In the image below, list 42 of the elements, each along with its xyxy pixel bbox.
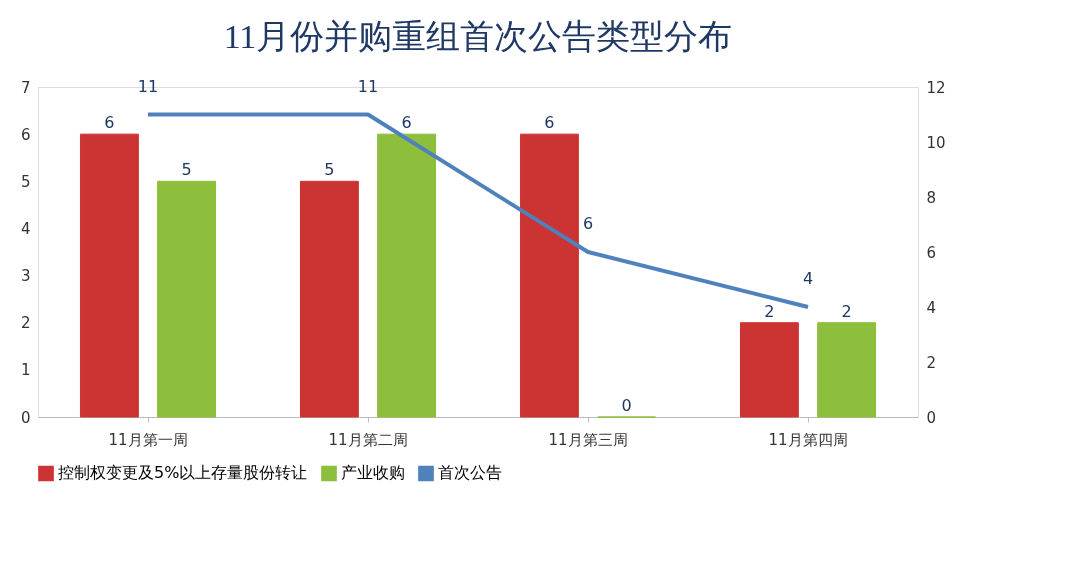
- y-tick-label: 6: [20, 125, 31, 144]
- y-tick-label: 7: [20, 78, 31, 97]
- bar: [157, 180, 217, 418]
- y-tick-label: 2: [20, 314, 31, 333]
- data-label: 6: [401, 113, 412, 133]
- y-tick-label: 4: [20, 219, 31, 238]
- data-label: 2: [764, 301, 775, 321]
- y2-tick-label: 12: [926, 78, 946, 97]
- data-label: 6: [104, 113, 115, 133]
- bar: [299, 180, 359, 418]
- y2-tick-label: 0: [926, 408, 937, 427]
- y2-tick-label: 10: [926, 133, 946, 152]
- data-label: 11: [357, 76, 379, 96]
- y-tick-label: 5: [20, 172, 31, 191]
- y-tick-label: 3: [20, 267, 31, 286]
- bar: [817, 322, 877, 418]
- x-tick-label: 11月第四周: [768, 430, 848, 449]
- y-tick-label: 0: [20, 408, 31, 427]
- data-label: 6: [582, 214, 594, 233]
- bar: [519, 133, 579, 418]
- data-label: 5: [181, 160, 192, 180]
- data-label: 0: [621, 396, 632, 415]
- y2-tick-label: 8: [926, 188, 937, 207]
- bar: [377, 133, 437, 418]
- y2-tick-label: 2: [926, 353, 937, 372]
- y-tick-label: 1: [20, 361, 31, 380]
- x-tick-label: 11月第三周: [548, 430, 628, 449]
- data-label: 11: [137, 76, 159, 96]
- data-label: 6: [544, 113, 555, 133]
- bar: [739, 322, 799, 418]
- x-tick-label: 11月第二周: [328, 430, 408, 449]
- y2-tick-label: 4: [926, 298, 937, 317]
- data-label: 5: [324, 160, 335, 180]
- bar: [79, 133, 139, 418]
- legend-label: 首次公告: [438, 463, 502, 483]
- data-label: 2: [841, 301, 852, 321]
- legend-label: 控制权变更及5%以上存量股份转让: [58, 463, 308, 483]
- y2-tick-label: 6: [926, 243, 937, 262]
- x-tick-label: 11月第一周: [108, 430, 188, 449]
- chart-title: 11月份并购重组首次公告类型分布: [223, 17, 733, 55]
- data-label: 4: [802, 269, 814, 288]
- legend-label: 产业收购: [341, 463, 405, 483]
